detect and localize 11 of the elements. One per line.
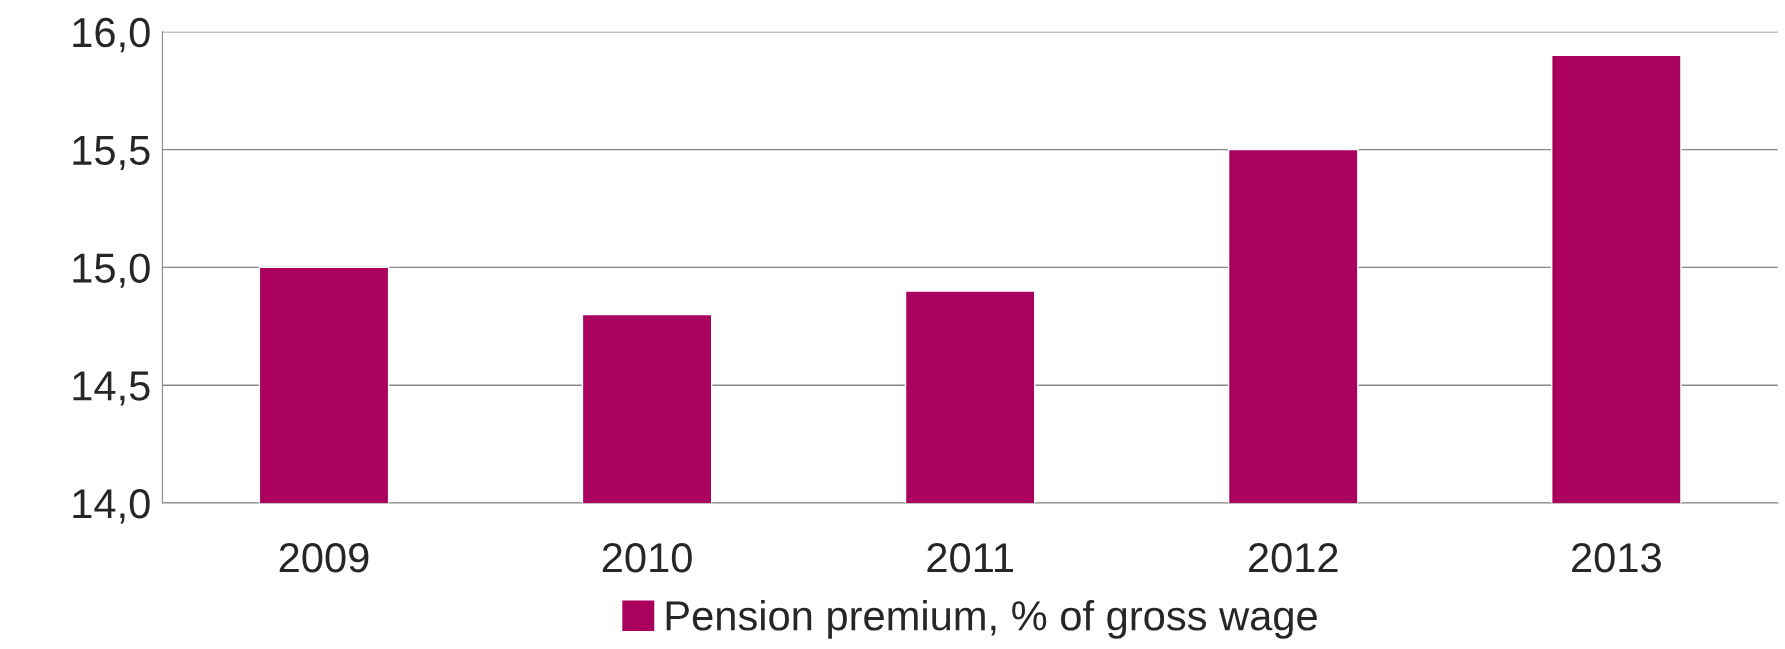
x-tick-label: 2009 [279,542,369,573]
y-tick-label: 15,5 [73,136,150,171]
x-tick-label: 2010 [602,542,692,573]
y-tick-label: 15,0 [73,253,150,288]
y-tick-label: 14,0 [73,488,150,524]
legend-label: Pension premium, % of gross wage [666,599,1317,639]
x-tick-label: 2011 [927,542,1013,573]
y-tick-label: 14,5 [73,371,150,406]
x-tick-label: 2012 [1248,542,1338,573]
x-tick-label: 2013 [1572,542,1661,573]
y-tick-label: 16,0 [73,17,150,53]
